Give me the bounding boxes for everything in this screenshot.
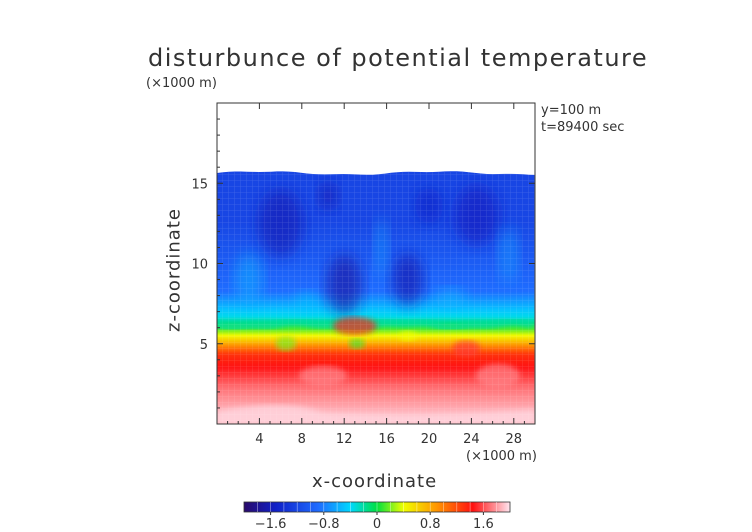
y-tick-label: 10 — [191, 258, 208, 273]
x-tick-label: 4 — [255, 432, 263, 447]
x-axis-label: x-coordinate — [312, 471, 438, 492]
x-axis-unit: (×1000 m) — [466, 449, 537, 464]
colorbar-tick-label: 0.8 — [420, 517, 441, 532]
grid-texture — [217, 172, 535, 424]
x-tick-label: 16 — [378, 432, 395, 447]
x-tick-label: 20 — [421, 432, 438, 447]
x-tick-label: 12 — [336, 432, 353, 447]
y-axis-unit: (×1000 m) — [146, 76, 217, 91]
x-tick-label: 28 — [506, 432, 523, 447]
x-tick-label: 24 — [463, 432, 480, 447]
annotation-time: t=89400 sec — [541, 120, 625, 135]
temperature-field — [217, 171, 535, 424]
colorbar-tick-label: 1.6 — [473, 517, 494, 532]
y-axis-label: z-coordinate — [163, 208, 185, 332]
colorbar: −1.6 −0.8 0 0.8 1.6 — [243, 501, 511, 532]
colorbar-tick-label: 0 — [373, 517, 381, 532]
y-tick-label: 5 — [200, 338, 208, 353]
x-tick-label: 8 — [298, 432, 306, 447]
colorbar-tick-label: −0.8 — [308, 517, 340, 532]
colorbar-tick-label: −1.6 — [255, 517, 287, 532]
annotation-y-position: y=100 m — [541, 103, 602, 118]
y-tick-label: 15 — [191, 177, 208, 192]
chart-title: disturbunce of potential temperature — [148, 44, 649, 72]
